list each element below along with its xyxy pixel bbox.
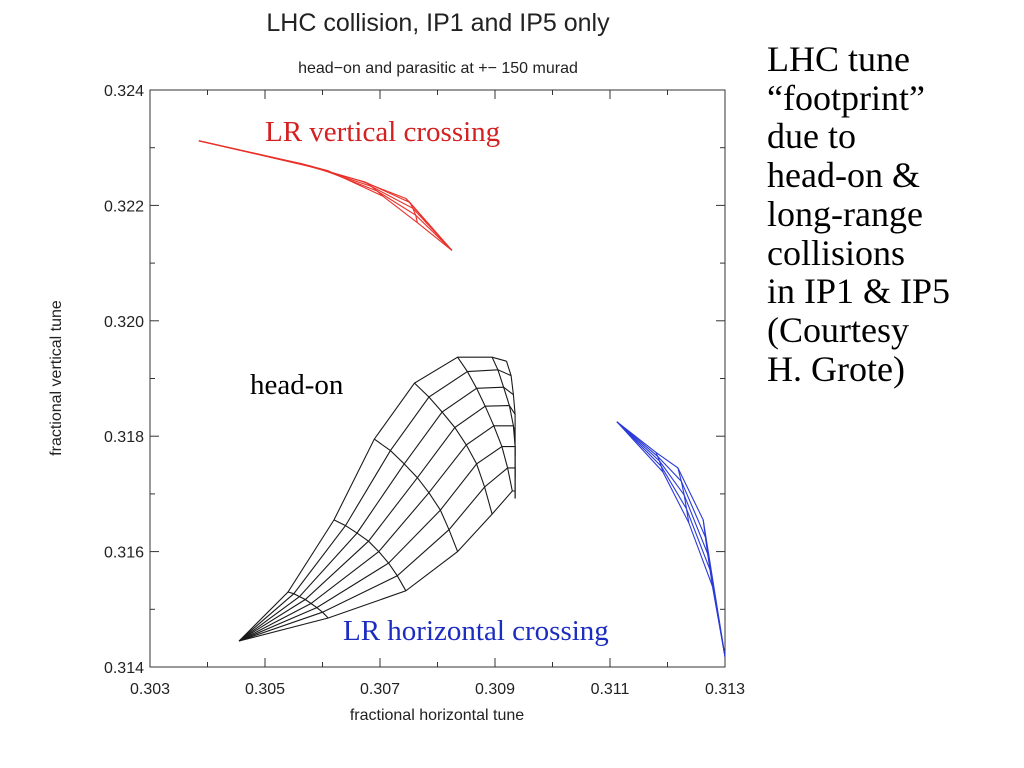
footprint-line (616, 421, 726, 657)
y-tick-label: 0.314 (104, 660, 144, 677)
footprint-cross-line (373, 438, 459, 552)
side-note-line: collisions (767, 232, 906, 273)
footprint-cross-line (677, 467, 690, 523)
x-tick-label: 0.311 (591, 681, 630, 698)
footprint-line (198, 140, 453, 251)
side-note-line: due to (767, 116, 856, 157)
chart-title: LHC collision, IP1 and IP5 only (266, 9, 610, 37)
footprint-line (238, 356, 507, 642)
footprint-cross-line (333, 519, 407, 592)
side-note-line: head-on & (767, 155, 920, 196)
annotation-head-on: head-on (250, 369, 344, 401)
footprint-cross-line (293, 161, 329, 172)
side-note-line: LHC tune (767, 39, 910, 79)
side-note-line: H. Grote) (767, 348, 905, 389)
side-note: LHC tune “footprint” due to head-on & lo… (767, 40, 1017, 388)
footprint-headon (238, 356, 516, 642)
side-note-line: long-range (767, 193, 923, 234)
footprint-line (238, 386, 514, 642)
footprint-vertical (198, 140, 453, 251)
y-tick-label: 0.320 (104, 314, 144, 331)
series-layer (198, 140, 726, 657)
x-axis-label: fractional horizontal tune (350, 707, 524, 724)
footprint-cross-line (702, 519, 713, 587)
footprint-line (616, 421, 726, 657)
side-note-line: in IP1 & IP5 (767, 271, 951, 312)
y-tick-label: 0.318 (104, 429, 144, 446)
x-tick-label: 0.307 (360, 681, 400, 698)
footprint-cross-line (287, 591, 329, 619)
x-tick-label: 0.303 (130, 681, 170, 698)
footprint-cross-line (359, 180, 384, 197)
tick-layer: 0.303 0.305 0.307 0.309 0.311 0.313 0.314 0.316… (104, 83, 745, 698)
footprint-line (238, 369, 512, 642)
footprint-cross-line (457, 356, 513, 492)
y-axis-label: fractional vertical tune (48, 300, 65, 456)
plot-frame (149, 89, 726, 668)
footprint-cross-line (405, 198, 418, 223)
annotation-lr-vertical-crossing: LR vertical crossing (265, 116, 500, 148)
footprint-line (616, 421, 726, 657)
footprint-line (238, 446, 516, 642)
footprint-cross-line (505, 361, 516, 499)
footprint-horizontal (616, 421, 726, 657)
chart-svg: LHC collision, IP1 and IP5 only head−on … (48, 9, 745, 724)
footprint-line (238, 467, 516, 642)
footprint-cross-line (414, 382, 493, 515)
y-tick-label: 0.322 (104, 198, 144, 215)
footprint-line (198, 140, 453, 251)
x-tick-label: 0.309 (475, 681, 515, 698)
footprint-line (616, 421, 726, 657)
y-tick-label: 0.324 (104, 83, 144, 100)
footprint-cross-line (655, 452, 664, 473)
footprint-line (616, 421, 726, 657)
footprint-line (238, 425, 516, 642)
side-note-line: (Courtesy (767, 309, 909, 350)
x-tick-label: 0.313 (705, 681, 745, 698)
footprint-line (198, 140, 453, 251)
annotation-lr-horizontal-crossing: LR horizontal crossing (343, 615, 609, 647)
footprint-line (238, 405, 516, 642)
side-note-line: “footprint” (767, 77, 925, 118)
footprint-line (198, 140, 453, 251)
footprint-line (198, 140, 453, 251)
y-tick-label: 0.316 (104, 545, 144, 562)
tune-footprint-chart: LHC collision, IP1 and IP5 only head−on … (48, 9, 745, 724)
x-tick-label: 0.305 (245, 681, 285, 698)
chart-subtitle: head−on and parasitic at +− 150 murad (298, 60, 578, 77)
